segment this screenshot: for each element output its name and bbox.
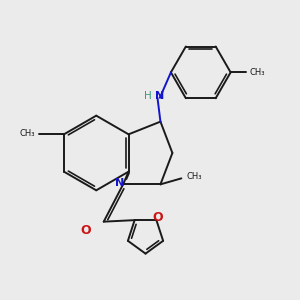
Text: N: N [115,178,124,188]
Text: N: N [155,91,164,101]
Text: CH₃: CH₃ [186,172,202,182]
Text: H: H [144,91,152,101]
Text: O: O [80,224,91,237]
Text: CH₃: CH₃ [20,129,35,138]
Text: O: O [153,211,163,224]
Text: CH₃: CH₃ [249,68,265,77]
